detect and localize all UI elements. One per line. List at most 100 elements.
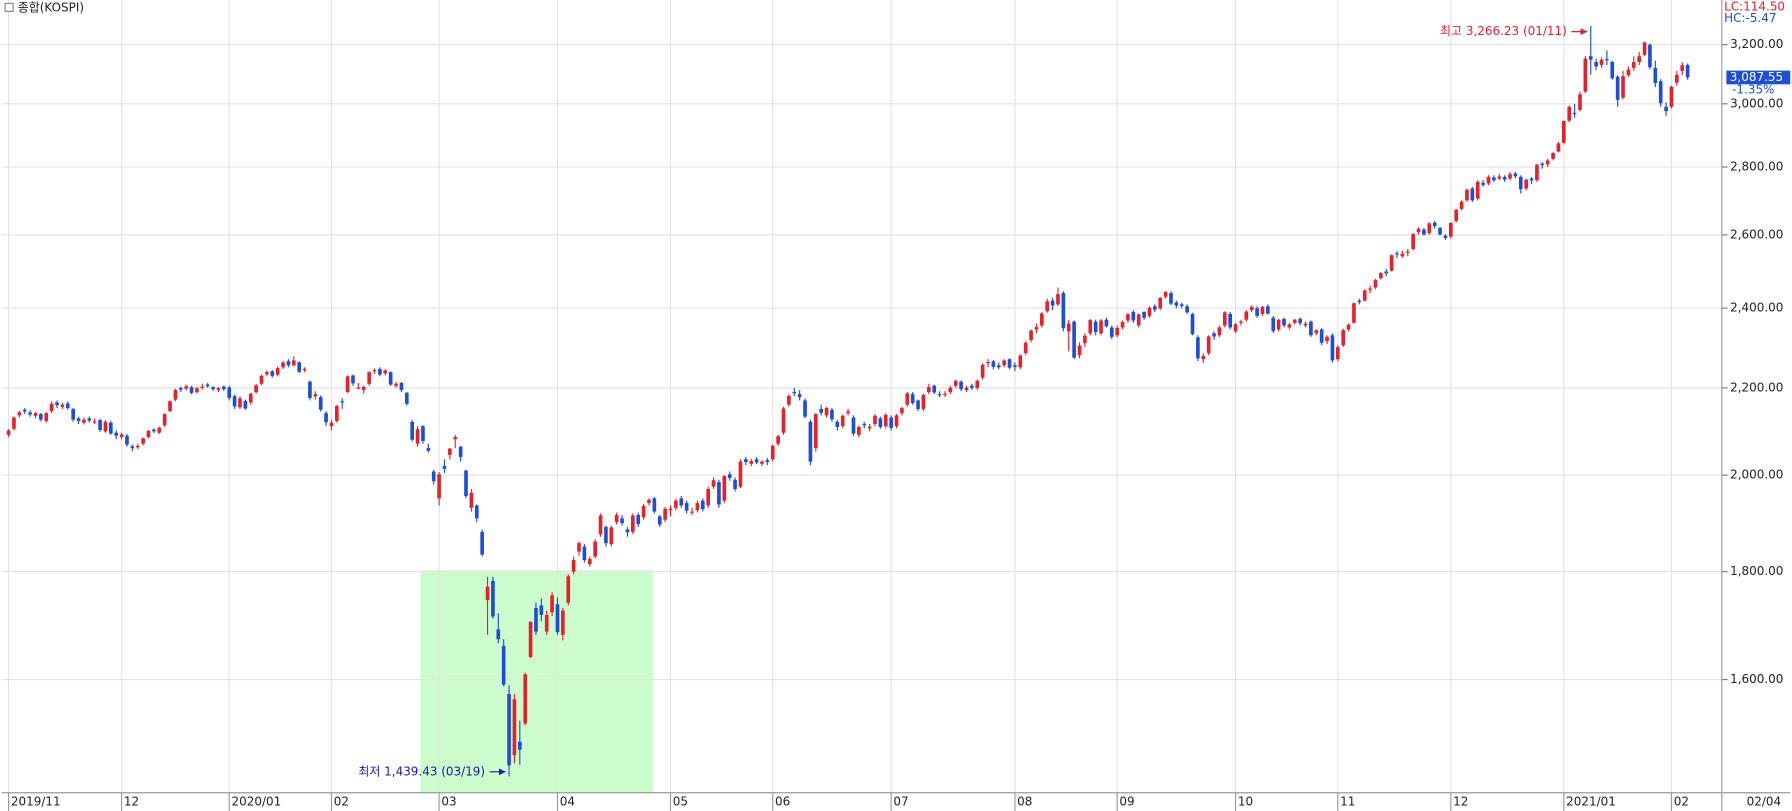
candle-body (356, 387, 361, 389)
candle-body (609, 527, 614, 545)
candle-body (980, 364, 985, 378)
candle-body (625, 529, 630, 533)
candle-body (1002, 360, 1006, 366)
candle-body (222, 386, 226, 390)
candle-body (781, 408, 786, 433)
candle-body (1212, 333, 1216, 337)
candle-body (1513, 173, 1518, 177)
candle-body (394, 383, 398, 386)
candle-body (281, 362, 285, 368)
candle-body (335, 405, 339, 421)
candle-body (448, 448, 452, 455)
candle-body (1648, 44, 1652, 68)
candle-body (1292, 319, 1297, 323)
candle-body (571, 560, 576, 572)
candle-body (1314, 330, 1319, 334)
candle-body (437, 474, 441, 499)
candle-body (60, 404, 65, 407)
candle-body (135, 445, 140, 448)
candle-body (840, 415, 845, 427)
candle-body (162, 414, 167, 426)
candle-body (604, 526, 608, 544)
candle-body (302, 368, 307, 371)
candle-body (12, 417, 16, 429)
candle-body (49, 403, 54, 412)
candle-body (1551, 153, 1555, 159)
x-tick-label: 2019/11 (11, 794, 61, 808)
candle-body (1034, 327, 1039, 330)
candle-body (308, 381, 312, 398)
candle-body (765, 460, 770, 462)
candle-body (1335, 347, 1340, 360)
candle-body (1088, 320, 1093, 334)
candle-body (1540, 163, 1545, 166)
candle-body (1492, 177, 1496, 181)
candles (6, 25, 1690, 777)
candle-body (1163, 291, 1168, 297)
candle-body (1325, 336, 1329, 342)
candle-body (722, 476, 727, 501)
candle-body (421, 426, 425, 442)
candle-body (1282, 318, 1286, 326)
candle-body (383, 370, 388, 374)
candle-body (1583, 58, 1588, 92)
candle-body (76, 418, 81, 421)
candle-body (1578, 94, 1582, 110)
candle-body (517, 741, 522, 750)
candle-body (464, 470, 468, 497)
candle-body (921, 394, 926, 409)
candle-body (1621, 76, 1625, 98)
candle-body (388, 372, 393, 385)
candle-body (238, 398, 242, 408)
candle-body (216, 388, 221, 390)
candle-body (910, 394, 915, 403)
candle-body (695, 503, 700, 511)
candle-body (1405, 251, 1410, 253)
annotation: 최고 3,266.23 (01/11) (1440, 24, 1567, 38)
candle-body (846, 411, 850, 414)
candle-body (1368, 288, 1372, 290)
candle-body (410, 421, 415, 440)
candle-body (1104, 319, 1109, 327)
candle-body (1040, 313, 1044, 326)
candle-body (1083, 335, 1087, 344)
candle-body (1658, 81, 1663, 104)
legend-icon[interactable] (4, 2, 14, 12)
candle-body (173, 389, 178, 400)
candle-body (824, 408, 829, 416)
candle-body (1309, 321, 1313, 336)
candle-body (631, 515, 635, 532)
candle-body (733, 479, 737, 490)
candle-body (1588, 56, 1593, 60)
candle-body (270, 371, 275, 376)
annotation: 최저 1,439.43 (03/19) (358, 764, 485, 778)
x-cursor-label: 02/04 (1747, 794, 1782, 808)
y-tick-label: 2,600.00 (1730, 227, 1783, 241)
candle-body (1131, 312, 1136, 321)
candle-body (1346, 324, 1351, 330)
candle-body (189, 387, 194, 393)
candle-body (1201, 355, 1206, 360)
candle-body (937, 394, 942, 396)
candle-body (92, 421, 97, 423)
candle-body (674, 500, 678, 508)
candle-body (1524, 179, 1528, 189)
candle-body (1276, 319, 1281, 330)
candle-body (1255, 308, 1259, 316)
candle-body (195, 388, 199, 393)
candle-body (970, 385, 974, 388)
candle-body (442, 466, 447, 469)
candle-body (905, 393, 910, 405)
candle-body (1147, 307, 1152, 316)
candle-body (1249, 307, 1254, 311)
candle-body (227, 387, 232, 398)
candle-body (587, 559, 592, 565)
candle-body (668, 508, 673, 511)
candle-body (1120, 322, 1125, 328)
candle-body (1599, 59, 1604, 65)
candle-body (1244, 311, 1249, 320)
candle-body (1260, 307, 1265, 314)
candle-body (792, 392, 797, 394)
candle-body (426, 448, 431, 451)
candle-body (1631, 62, 1636, 68)
